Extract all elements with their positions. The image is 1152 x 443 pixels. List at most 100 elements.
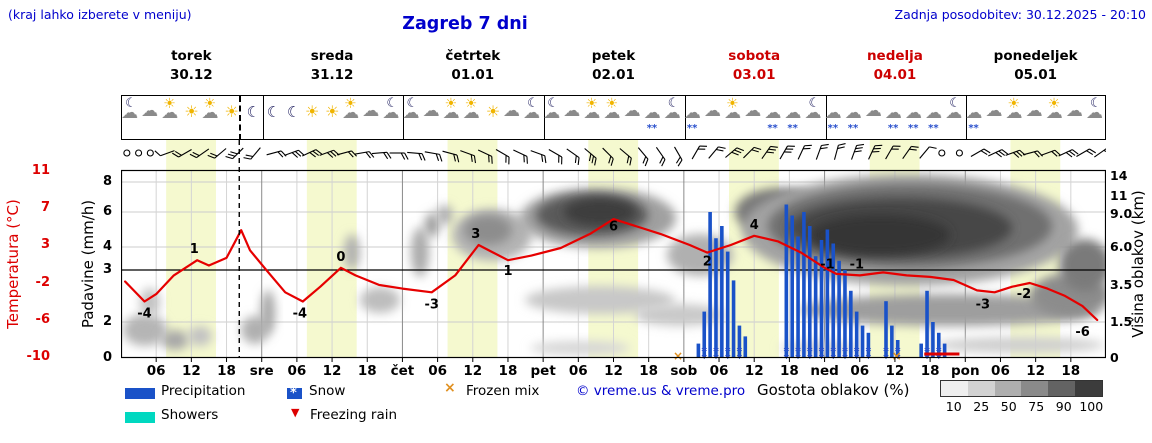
sun-icon: ☀ (485, 102, 501, 121)
wind-barb-icon (371, 151, 392, 160)
weather-icon-cloud: ☁ (624, 97, 646, 139)
snow-marker: * (701, 345, 707, 358)
cloud-icon: ☁ (804, 103, 822, 123)
x-tick-hour: 06 (850, 363, 870, 379)
wind-calm-icon (955, 149, 963, 157)
freezing-rain-marker (924, 352, 960, 356)
moon-icon: ☾ (125, 96, 137, 111)
axis-tick: 6 (102, 204, 112, 219)
day-header-četrtek: četrtek 01.01 (445, 48, 501, 83)
page-title: Zagreb 7 dni (402, 14, 528, 34)
snowfall-icon: ** (887, 123, 899, 134)
cloud-icon: ☁ (864, 101, 882, 121)
sun-icon: ☀ (184, 102, 199, 121)
weather-icon-sun: ☀ (222, 97, 244, 139)
wind-barb-icon (919, 146, 937, 159)
snow-marker: * (737, 352, 743, 365)
snow-marker: * (737, 345, 743, 358)
cloud-icon: ☁ (362, 101, 380, 121)
snowfall-icon: ** (827, 123, 839, 134)
wind-barb-icon (495, 149, 510, 165)
precip-bar (884, 301, 888, 358)
day-header-sobota: sobota 03.01 (728, 48, 781, 83)
axis-tick: 11 (31, 163, 50, 178)
wind-barb-icon (584, 148, 597, 166)
cloud-icon: ☁ (422, 101, 440, 121)
cloud-icon: ☁ (402, 103, 420, 123)
precip-bar (854, 311, 859, 358)
cloud-scale-cell (1048, 381, 1075, 396)
weather-icon-cloud: ☁ (865, 97, 887, 139)
cloud-icon: ☁ (342, 103, 360, 123)
cloud-icon: ☁ (1085, 103, 1103, 123)
wind-barb-icon (1094, 147, 1106, 158)
precip-bar (725, 251, 730, 358)
snow-marker: * (883, 352, 889, 365)
wind-barb-icon (460, 150, 477, 164)
weather-icon-cloud: ☁ (744, 97, 766, 139)
wind-barb-icon (743, 146, 762, 159)
weather-icon-sun-cloud: ☀ ☁ (1046, 97, 1068, 139)
cloud-icon: ☁ (161, 103, 179, 123)
showers-swatch (125, 412, 155, 423)
precip-bar (796, 236, 800, 358)
credit-link[interactable]: © vreme.us & vreme.pro (576, 383, 746, 399)
wind-barb-icon (637, 147, 649, 167)
weather-icon-cloud: ☁ (1026, 97, 1048, 139)
cloud-icon: ☁ (884, 103, 902, 123)
x-tick-day: sre (249, 363, 274, 379)
legend-frozen-mix-label: Frozen mix (466, 383, 540, 399)
precip-bar (784, 204, 789, 358)
axis-tick: 8 (102, 174, 112, 189)
snow-marker: * (783, 352, 789, 365)
axis-tick: 0 (1110, 350, 1119, 365)
cloud-scale-tick: 100 (1079, 399, 1104, 414)
wind-calm-icon (938, 149, 946, 157)
wind-barb-icon (530, 150, 547, 164)
wind-barb-icon (725, 147, 744, 158)
snowfall-icon: ** (646, 123, 658, 134)
x-tick-hour: 06 (709, 363, 729, 379)
weather-icon-snow-cloud: ☁ ** (885, 97, 907, 139)
x-tick-hour: 12 (322, 363, 342, 379)
weather-icon-cloud: ☁ (704, 97, 726, 139)
precip-bar (849, 290, 853, 358)
weather-icon-cloud-moon: ☾ ☁ (402, 97, 424, 139)
temperature-value-label: 0 (336, 250, 345, 265)
axis-tick: 3.5 (1110, 277, 1133, 292)
precip-bar (714, 238, 718, 358)
moon-icon: ☾ (286, 103, 301, 121)
sun-icon: ☀ (344, 96, 357, 112)
weather-icon-sun-cloud: ☀ ☁ (342, 97, 364, 139)
sun-icon: ☀ (464, 96, 478, 112)
x-tick-day: pet (530, 363, 556, 379)
precip-bar (743, 336, 748, 358)
wind-barb-icon (354, 151, 375, 159)
wind-barb-icon (243, 147, 261, 160)
snow-marker: * (842, 352, 848, 365)
wind-barb-icon (477, 149, 493, 164)
snowfall-icon: ** (767, 123, 778, 134)
weather-icon-snow-cloud: ☁ ** (965, 97, 987, 139)
weather-icon-cloud: ☁ (141, 97, 163, 139)
weather-icon-snow-cloud: ☁ ** (684, 97, 706, 139)
wind-barb-icon (1076, 148, 1096, 157)
meteogram-chart: ********************************× ×-41-40… (121, 140, 1106, 365)
weather-icon-snow-cloud: ☁ ** (825, 97, 847, 139)
day-divider (825, 96, 827, 139)
snow-marker: * (895, 352, 901, 365)
snow-marker: * (854, 345, 860, 358)
cloud-icon: ☁ (683, 103, 701, 123)
weather-icon-cloud-moon: ☾ ☁ (1086, 97, 1108, 139)
wind-calm-icon (135, 149, 143, 157)
x-tick-hour: 18 (779, 363, 799, 379)
axis-tick: 7 (40, 200, 50, 215)
x-tick-hour: 18 (217, 363, 236, 379)
day-header-torek: torek 30.12 (169, 48, 213, 83)
wind-barb-icon (225, 147, 244, 160)
day-header-ponedeljek: ponedeljek 05.01 (993, 48, 1078, 83)
day-divider (684, 96, 686, 139)
moon-icon: ☾ (246, 103, 261, 121)
x-tick-hour: 12 (744, 363, 764, 379)
x-tick-hour: 12 (1026, 363, 1046, 379)
